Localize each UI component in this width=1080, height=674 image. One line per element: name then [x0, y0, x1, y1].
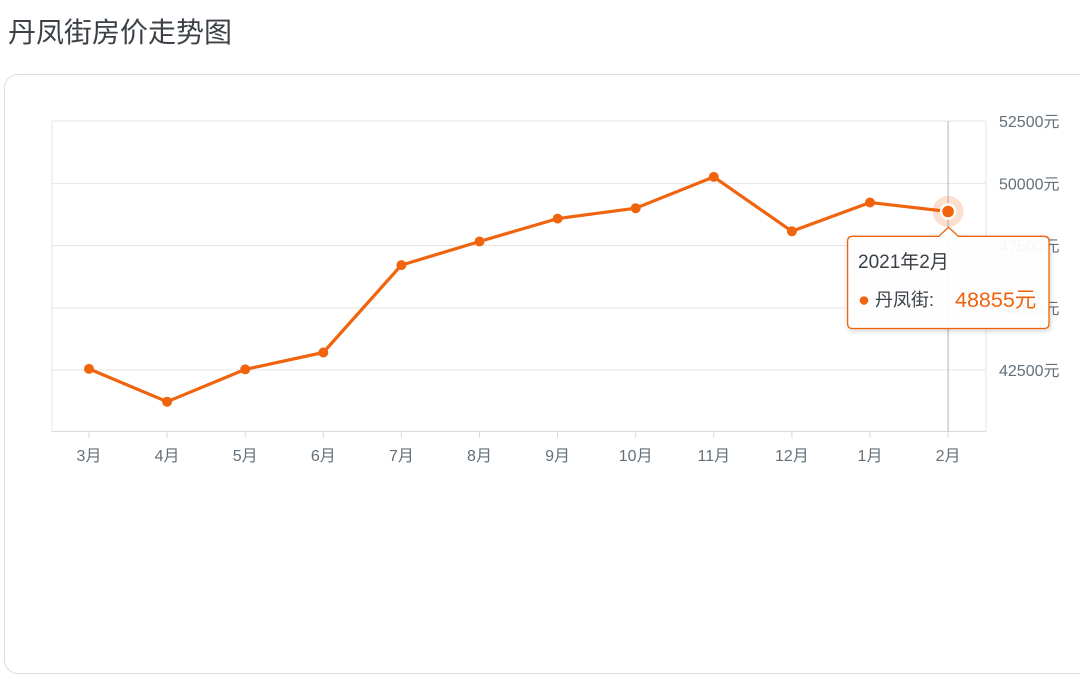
svg-text:50000元: 50000元 — [999, 176, 1060, 193]
svg-text:42500元: 42500元 — [999, 363, 1060, 380]
svg-text:5月: 5月 — [233, 448, 258, 465]
svg-text:12月: 12月 — [775, 448, 809, 465]
svg-text:48855元: 48855元 — [955, 288, 1036, 312]
svg-text:2021年2月: 2021年2月 — [858, 251, 949, 273]
svg-text:8月: 8月 — [467, 448, 492, 465]
svg-text:3月: 3月 — [77, 448, 102, 465]
svg-text:7月: 7月 — [389, 448, 414, 465]
svg-text:6月: 6月 — [311, 448, 336, 465]
svg-text:1月: 1月 — [858, 448, 883, 465]
svg-text:丹凤街:: 丹凤街: — [875, 290, 934, 310]
svg-text:11月: 11月 — [697, 448, 730, 465]
svg-text:10月: 10月 — [619, 448, 653, 465]
svg-text:4月: 4月 — [155, 448, 180, 465]
svg-text:9月: 9月 — [545, 448, 570, 465]
svg-text:2月: 2月 — [936, 448, 961, 465]
svg-text:52500元: 52500元 — [999, 114, 1060, 131]
